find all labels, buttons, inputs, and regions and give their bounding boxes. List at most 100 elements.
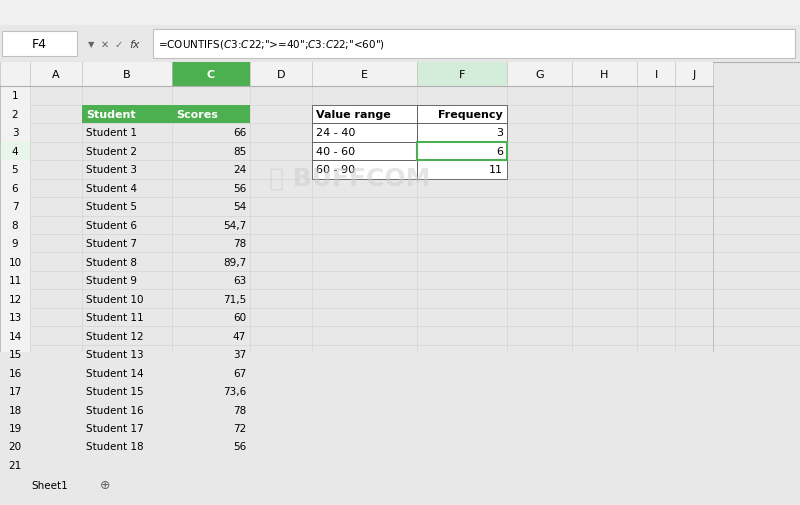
Text: Student 2: Student 2 — [86, 146, 137, 157]
Text: 19: 19 — [8, 423, 22, 433]
Text: Student 7: Student 7 — [86, 239, 137, 249]
Text: ▼: ▼ — [88, 40, 94, 49]
Text: 17: 17 — [8, 386, 22, 396]
Text: 78: 78 — [233, 405, 246, 415]
Text: 11: 11 — [8, 276, 22, 286]
Bar — [0, 308, 30, 327]
Text: C: C — [207, 70, 215, 80]
Text: 14: 14 — [8, 331, 22, 341]
Text: Student 12: Student 12 — [86, 331, 144, 341]
Text: 24: 24 — [233, 165, 246, 175]
Bar — [0, 106, 30, 124]
Bar — [153, 30, 795, 59]
Text: I: I — [654, 70, 658, 80]
Text: Student 18: Student 18 — [86, 441, 144, 451]
Text: 6: 6 — [496, 146, 503, 157]
Bar — [417, 142, 507, 161]
Bar — [312, 124, 417, 142]
Text: 47: 47 — [233, 331, 246, 341]
Bar — [0, 234, 30, 253]
Text: 5: 5 — [12, 165, 18, 175]
Text: Student 10: Student 10 — [86, 294, 143, 304]
Text: 56: 56 — [233, 441, 246, 451]
Text: 67: 67 — [233, 368, 246, 378]
Bar — [0, 400, 30, 419]
Text: ⊕: ⊕ — [100, 478, 110, 491]
Text: Student 1: Student 1 — [86, 128, 137, 138]
Text: 🐂 BUFFCOM: 🐂 BUFFCOM — [270, 166, 430, 190]
Text: H: H — [600, 70, 609, 80]
Bar — [0, 179, 30, 197]
Text: F: F — [459, 70, 465, 80]
Bar — [0, 197, 30, 216]
Text: 85: 85 — [233, 146, 246, 157]
Text: Student 17: Student 17 — [86, 423, 144, 433]
Bar — [0, 87, 713, 474]
Text: Student 4: Student 4 — [86, 183, 137, 193]
Text: A: A — [52, 70, 60, 80]
Bar — [417, 161, 507, 179]
Text: 54: 54 — [233, 202, 246, 212]
Text: 21: 21 — [8, 460, 22, 470]
Text: Student 5: Student 5 — [86, 202, 137, 212]
Text: 6: 6 — [12, 183, 18, 193]
Text: 56: 56 — [233, 183, 246, 193]
Text: 6: 6 — [496, 146, 503, 157]
Bar — [417, 142, 507, 161]
Bar — [0, 63, 713, 87]
Bar — [312, 142, 417, 161]
Text: 18: 18 — [8, 405, 22, 415]
Bar — [0, 456, 30, 474]
Text: Student 15: Student 15 — [86, 386, 144, 396]
Text: B: B — [123, 70, 131, 80]
Bar — [0, 474, 800, 494]
Bar — [417, 124, 507, 142]
Text: 16: 16 — [8, 368, 22, 378]
Bar — [0, 290, 30, 308]
Bar — [0, 216, 30, 234]
Text: 78: 78 — [233, 239, 246, 249]
Text: Student: Student — [86, 110, 136, 120]
Text: Student 14: Student 14 — [86, 368, 144, 378]
Text: J: J — [692, 70, 696, 80]
Text: E: E — [361, 70, 368, 80]
Bar — [417, 106, 507, 124]
Text: 12: 12 — [8, 294, 22, 304]
Text: Student 9: Student 9 — [86, 276, 137, 286]
Bar — [0, 142, 30, 161]
Bar — [0, 364, 30, 382]
Text: 13: 13 — [8, 313, 22, 323]
Text: 40 - 60: 40 - 60 — [316, 146, 355, 157]
Text: ✕: ✕ — [101, 39, 109, 49]
Text: 4: 4 — [12, 146, 18, 157]
Text: 60: 60 — [233, 313, 246, 323]
Bar — [0, 0, 800, 26]
Text: 37: 37 — [233, 349, 246, 360]
Text: 66: 66 — [233, 128, 246, 138]
Bar — [0, 437, 30, 456]
Bar — [417, 63, 507, 87]
Text: 11: 11 — [489, 165, 503, 175]
Text: =COUNTIFS($C$3:$C$22;">=40";$C$3:$C$22;"<60"): =COUNTIFS($C$3:$C$22;">=40";$C$3:$C$22;"… — [158, 38, 385, 51]
Text: 8: 8 — [12, 220, 18, 230]
Text: 24 - 40: 24 - 40 — [316, 128, 355, 138]
Text: 71,5: 71,5 — [222, 294, 246, 304]
Bar — [0, 124, 30, 142]
Text: 60 - 90: 60 - 90 — [316, 165, 355, 175]
Text: Student 16: Student 16 — [86, 405, 144, 415]
Text: Scores: Scores — [176, 110, 218, 120]
Text: 10: 10 — [9, 257, 22, 267]
Text: Student 13: Student 13 — [86, 349, 144, 360]
Text: 1: 1 — [12, 91, 18, 101]
Text: F4: F4 — [32, 38, 47, 51]
Text: 3: 3 — [496, 128, 503, 138]
Text: 15: 15 — [8, 349, 22, 360]
Bar — [0, 142, 30, 161]
Text: Student 6: Student 6 — [86, 220, 137, 230]
Text: 89,7: 89,7 — [222, 257, 246, 267]
Text: 3: 3 — [12, 128, 18, 138]
Text: G: G — [535, 70, 544, 80]
Text: 20: 20 — [9, 441, 22, 451]
Text: Value range: Value range — [316, 110, 390, 120]
Bar — [0, 419, 30, 437]
